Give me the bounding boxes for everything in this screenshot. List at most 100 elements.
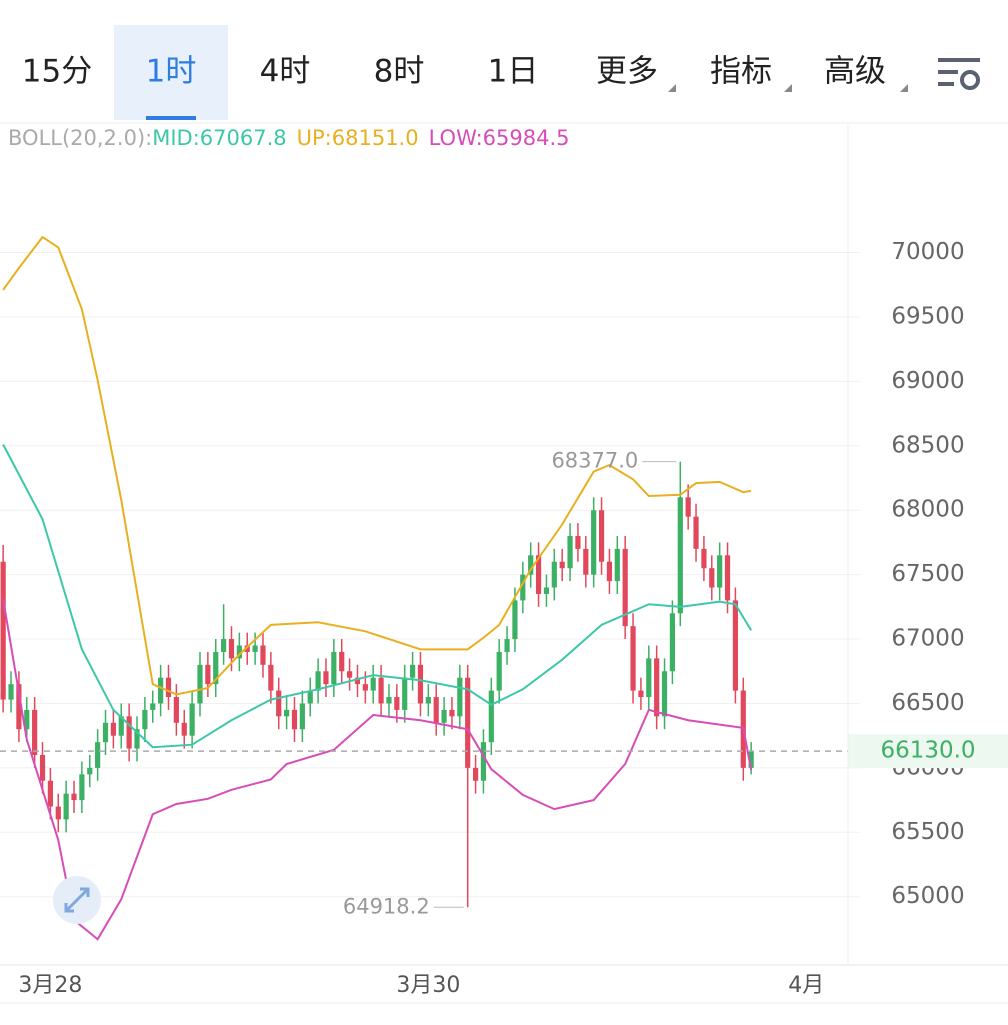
candle-body — [654, 658, 660, 717]
candle-body — [134, 729, 140, 749]
candle-body — [457, 677, 463, 717]
x-tick-label: 3月28 — [18, 973, 82, 998]
candle-body — [591, 510, 597, 575]
candle-body — [126, 716, 132, 749]
y-tick-label: 68500 — [891, 432, 964, 458]
candle-body — [567, 535, 573, 569]
candle-body — [268, 664, 274, 691]
candle-body — [543, 587, 550, 594]
candle-body — [331, 651, 337, 685]
indicator-legend: BOLL(20,2.0):MID:67067.8 UP:68151.0 LOW:65… — [8, 126, 570, 150]
candle-body — [638, 690, 644, 698]
expand-icon[interactable] — [53, 876, 101, 924]
legend-entry: MID:67067.8 — [152, 126, 286, 150]
candle-body — [748, 751, 754, 768]
candle-body — [276, 690, 282, 717]
y-tick-label: 67500 — [891, 561, 964, 587]
candle-body — [677, 497, 683, 614]
tab[interactable]: 高级 — [824, 54, 886, 90]
y-tick-label: 65000 — [891, 883, 964, 909]
y-tick-label: 66500 — [891, 690, 964, 716]
candle-body — [252, 645, 258, 652]
tab[interactable]: 1日 — [488, 54, 539, 90]
candle-body — [472, 767, 479, 781]
candle-body — [118, 716, 124, 736]
y-tick-label: 69000 — [891, 368, 964, 394]
candle-body — [236, 645, 242, 659]
candle-body — [606, 561, 613, 582]
candle-body — [732, 600, 739, 691]
candle-body — [346, 671, 353, 678]
legend-entry: LOW:65984.5 — [429, 126, 570, 150]
band-line — [2, 235, 752, 696]
settings-icon[interactable] — [938, 58, 980, 90]
last-price-tag — [848, 734, 1008, 769]
candle-body — [55, 806, 61, 820]
candle-body — [709, 568, 715, 588]
candle-body — [197, 664, 203, 704]
candle-body — [244, 645, 250, 652]
candle-body — [465, 677, 471, 768]
candle-body — [394, 697, 400, 710]
candle-body — [228, 639, 235, 659]
candle-body — [71, 793, 77, 801]
candle-body — [362, 684, 368, 691]
candle-body — [16, 684, 22, 730]
tab[interactable]: 1时 — [146, 54, 197, 90]
candle-body — [598, 510, 605, 562]
max-marker-label: 68377.0 — [551, 449, 638, 473]
candle-body — [717, 555, 723, 588]
x-tick-label: 4月 — [788, 973, 824, 998]
candle-body — [386, 697, 392, 704]
candle-body — [370, 677, 376, 691]
candle-body — [189, 703, 195, 736]
y-tick-label: 70000 — [891, 239, 964, 265]
candle-body — [158, 677, 164, 704]
candle-body — [142, 709, 148, 730]
candle-body — [441, 709, 447, 723]
candle-body — [110, 722, 116, 736]
candle-body — [575, 535, 581, 549]
candle-body — [150, 703, 156, 710]
candle-body — [528, 555, 534, 575]
candle-body — [378, 677, 384, 704]
indicator-label: BOLL(20,2.0): — [8, 126, 152, 150]
candle-body — [583, 548, 589, 575]
candle-body — [323, 671, 329, 685]
candle-body — [685, 497, 691, 517]
tab[interactable]: 指标 — [710, 54, 772, 90]
y-tick-label: 68000 — [891, 497, 964, 523]
tab[interactable]: 15分 — [22, 54, 92, 90]
candle-body — [173, 697, 179, 723]
candle-body — [409, 664, 416, 678]
candle-body — [512, 600, 518, 640]
candle-body — [213, 651, 219, 685]
tab[interactable]: 更多 — [596, 54, 658, 90]
candle-body — [8, 684, 14, 700]
candle-body — [630, 626, 636, 691]
candle-body — [24, 709, 30, 730]
selected-tab-underline — [146, 116, 196, 120]
candle-body — [39, 755, 46, 781]
candle-body — [402, 677, 408, 710]
candle-body — [181, 722, 187, 736]
candle-body — [480, 742, 487, 781]
candle-body — [646, 658, 652, 698]
tab[interactable]: 4时 — [260, 54, 311, 90]
candle-body — [339, 651, 345, 672]
candle-body — [299, 703, 305, 730]
candle-body — [102, 722, 109, 743]
candle-body — [425, 697, 431, 704]
candle-body — [87, 767, 93, 775]
tab[interactable]: 8时 — [374, 54, 425, 90]
candle-body — [205, 664, 211, 685]
candle-body — [614, 548, 620, 582]
last-price-label: 66130.0 — [880, 738, 975, 764]
candle-body — [520, 574, 526, 601]
candle-body — [63, 793, 69, 820]
candle-body — [291, 709, 298, 730]
band-line — [2, 444, 753, 749]
candle-body — [95, 742, 101, 768]
dropdown-arrows — [668, 84, 908, 92]
candle-body — [701, 548, 707, 569]
